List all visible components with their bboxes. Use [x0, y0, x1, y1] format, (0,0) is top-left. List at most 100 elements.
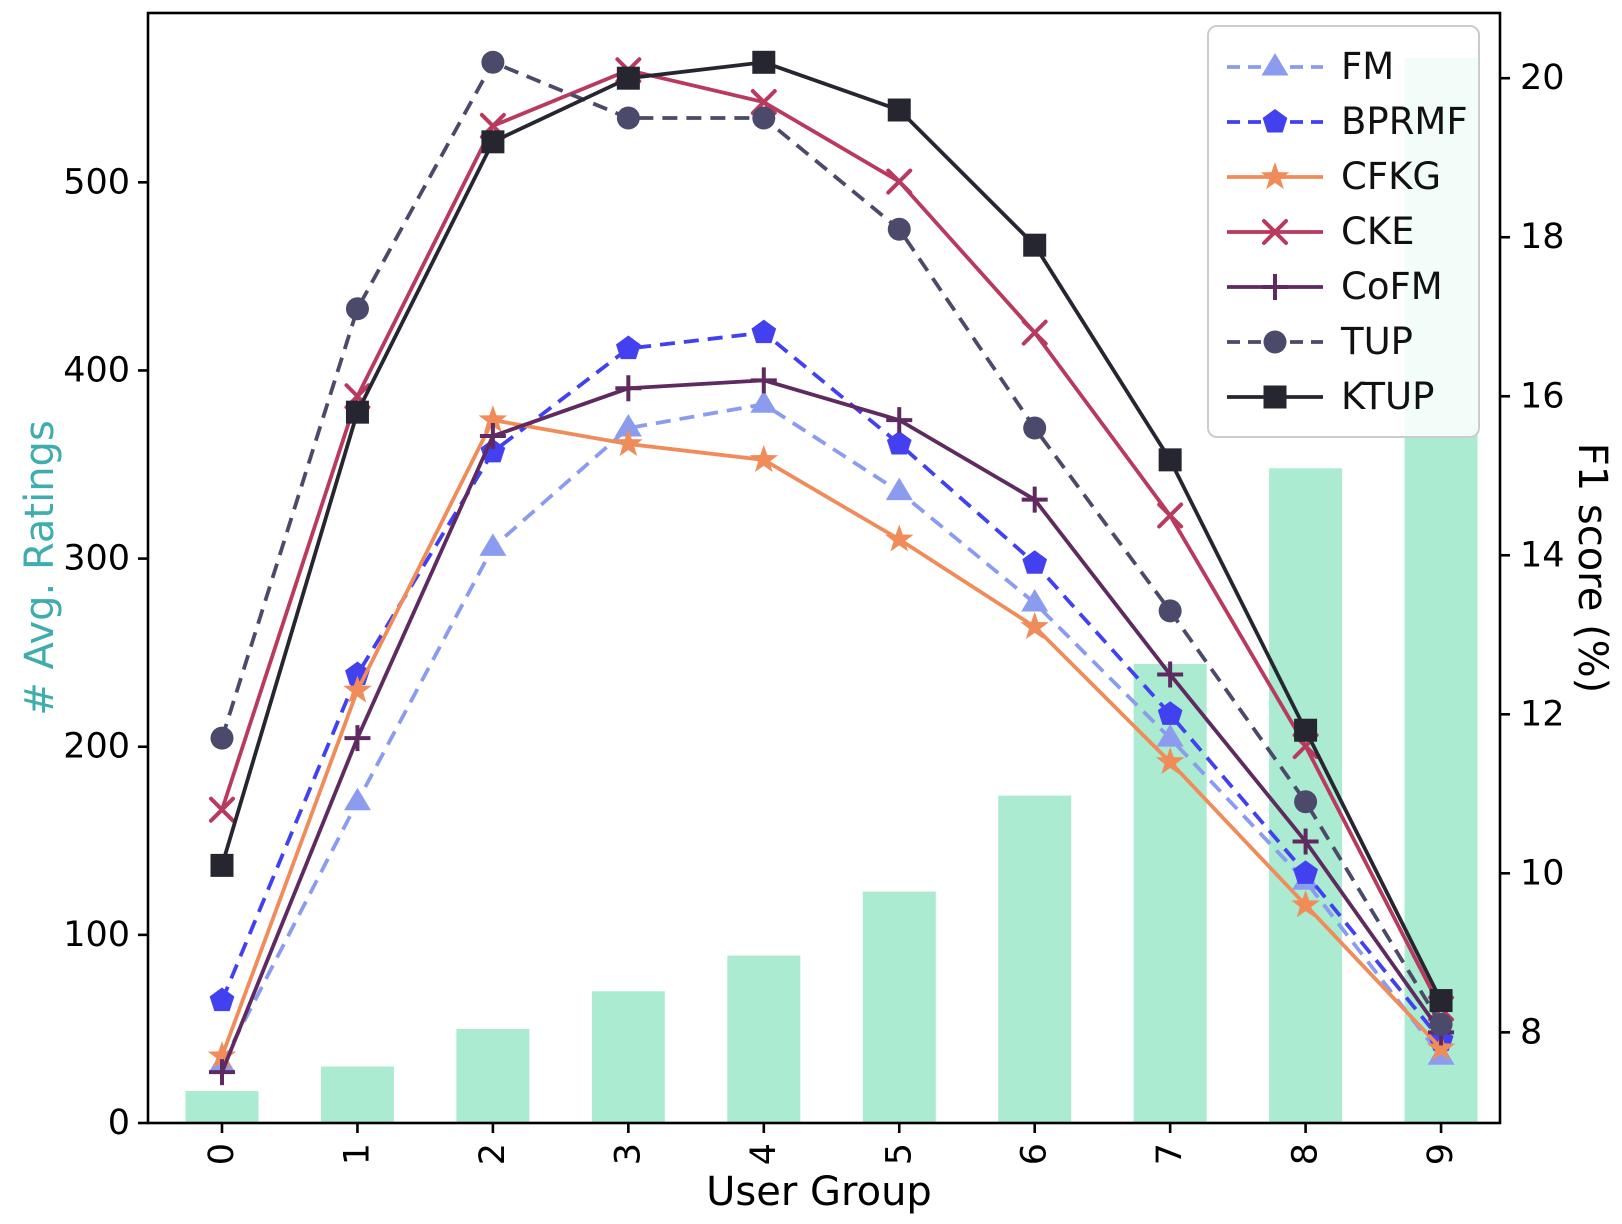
marker-KTUP-8	[1294, 718, 1318, 742]
x-tick-label: 6	[1015, 1143, 1055, 1165]
marker-CoFM-1	[344, 725, 371, 752]
legend-entry-CFKG: CFKG	[1225, 152, 1468, 202]
x-icon	[1262, 218, 1288, 245]
marker-CKE-7	[1157, 502, 1184, 529]
marker-CFKG-3	[614, 428, 643, 457]
marker-FM-4	[750, 390, 778, 413]
marker-CFKG-1	[343, 675, 372, 703]
series-line-TUP	[220, 59, 1443, 1026]
series-line-CKE	[220, 68, 1443, 1010]
y-right-tick-label: 10	[1520, 853, 1565, 893]
marker-BPRMF-0	[209, 987, 235, 1012]
marker-FM-5	[885, 477, 913, 501]
plot-border	[146, 11, 1502, 1125]
square-icon	[1263, 385, 1287, 408]
bar-group-2	[456, 1028, 530, 1123]
marker-KTUP-2	[481, 130, 505, 154]
legend-sample-triangle-icon	[1227, 52, 1323, 75]
legend-sample-x-icon	[1227, 218, 1323, 245]
marker-BPRMF-3	[615, 335, 641, 360]
marker-CFKG-0	[207, 1041, 237, 1069]
marker-FM-1	[343, 787, 371, 811]
marker-BPRMF-4	[751, 319, 777, 344]
x-tick-label: 7	[1150, 1143, 1190, 1165]
marker-TUP-0	[210, 726, 234, 750]
marker-FM-3	[614, 414, 642, 437]
y-left-tick-label: 200	[63, 727, 130, 767]
marker-TUP-2	[481, 50, 505, 74]
marker-TUP-1	[345, 297, 369, 321]
legend-label: FM	[1341, 45, 1395, 88]
legend: FM BPRMF CFKG CKE CoFM TUP KTUP	[1207, 25, 1480, 438]
marker-CFKG-4	[749, 444, 779, 473]
marker-CFKG-8	[1291, 890, 1320, 918]
bars-avg-ratings	[185, 58, 1478, 1123]
series-TUP	[210, 50, 1453, 1036]
bar-group-4	[727, 955, 801, 1123]
legend-label: TUP	[1341, 320, 1413, 363]
legend-entry-KTUP: KTUP	[1225, 372, 1468, 422]
y-right-axis-label: F1 score (%)	[1569, 443, 1615, 694]
marker-CoFM-6	[1021, 486, 1048, 513]
y-left-axis-label: # Avg. Ratings	[17, 420, 63, 716]
pentagon-icon	[1262, 108, 1288, 133]
marker-TUP-5	[887, 217, 911, 241]
legend-sample-circle-icon	[1227, 330, 1323, 353]
series-line-CFKG	[220, 417, 1443, 1057]
marker-FM-6	[1021, 588, 1049, 612]
bar-group-0	[185, 1091, 259, 1123]
bar-group-6	[998, 795, 1072, 1123]
series-FM	[208, 390, 1455, 1073]
legend-label: BPRMF	[1341, 100, 1468, 143]
x-tick-label: 2	[473, 1143, 513, 1165]
marker-BPRMF-2	[480, 438, 506, 463]
y-right-tick-label: 20	[1520, 58, 1565, 98]
x-axis: 0 1 2 3 4 5 6 7 8 9	[202, 1123, 1461, 1165]
marker-CoFM-3	[615, 375, 642, 402]
legend-sample-plus-icon	[1227, 273, 1323, 300]
marker-KTUP-6	[1023, 233, 1047, 257]
marker-KTUP-1	[345, 400, 369, 424]
series-line-KTUP	[220, 60, 1443, 1002]
y-left-tick-label: 400	[63, 350, 130, 390]
marker-KTUP-0	[210, 853, 234, 877]
legend-label: CoFM	[1341, 265, 1443, 308]
legend-sample-star-icon	[1227, 161, 1323, 189]
y-right-axis: 8 10 12 14 16 18 20	[1500, 58, 1565, 1052]
y-right-tick-label: 14	[1520, 535, 1565, 575]
legend-label: CFKG	[1341, 155, 1442, 198]
marker-CoFM-5	[886, 407, 913, 434]
series-line-CoFM	[220, 378, 1443, 1073]
marker-TUP-9	[1429, 1012, 1453, 1036]
marker-CoFM-7	[1157, 661, 1184, 688]
x-tick-label: 8	[1286, 1143, 1326, 1165]
marker-KTUP-3	[616, 66, 640, 90]
bar-group-5	[862, 891, 936, 1123]
triangle-icon	[1261, 52, 1289, 75]
y-left-tick-label: 0	[108, 1103, 130, 1143]
y-left-tick-label: 100	[63, 915, 130, 955]
x-tick-label: 1	[337, 1143, 377, 1165]
y-left-axis: 0 100 200 300 400 500	[63, 162, 148, 1143]
marker-TUP-6	[1023, 416, 1047, 440]
y-left-tick-label: 500	[63, 162, 130, 202]
legend-entry-TUP: TUP	[1225, 317, 1468, 367]
marker-CFKG-6	[1020, 611, 1049, 639]
marker-CKE-6	[1021, 319, 1048, 346]
marker-CFKG-9	[1426, 1033, 1456, 1061]
legend-sample-pentagon-icon	[1227, 108, 1323, 133]
circle-icon	[1263, 330, 1287, 353]
x-axis-label: User Group	[706, 1169, 932, 1215]
marker-KTUP-5	[887, 98, 911, 122]
star-icon	[1260, 161, 1290, 189]
marker-BPRMF-7	[1157, 701, 1183, 725]
y-left-tick-label: 300	[63, 539, 130, 579]
legend-entry-FM: FM	[1225, 42, 1468, 92]
marker-CKE-0	[209, 796, 235, 823]
y-right-tick-label: 8	[1520, 1012, 1542, 1052]
y-right-tick-label: 18	[1520, 217, 1565, 257]
legend-sample-square-icon	[1227, 385, 1323, 408]
x-tick-label: 3	[608, 1143, 648, 1165]
